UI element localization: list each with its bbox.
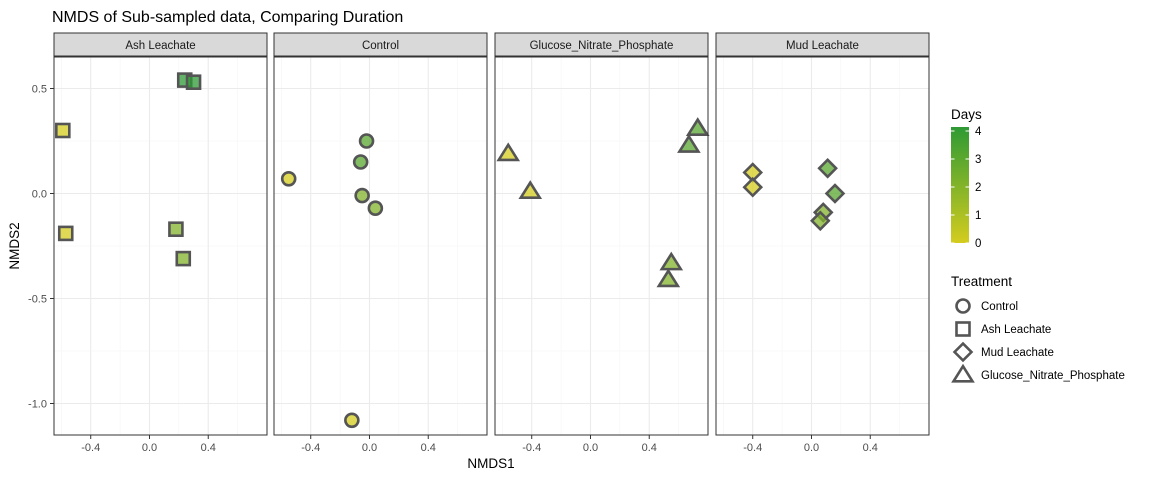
data-point (499, 145, 518, 160)
data-point (354, 156, 367, 169)
x-axis-title: NMDS1 (467, 456, 514, 471)
treatment-shape-legend: Treatment Control Ash Leachate Mud Leachate… (951, 274, 1125, 382)
data-point (688, 120, 707, 135)
facet-panel: Ash Leachate -0.4 0.0 0.4 (54, 33, 267, 454)
data-point (679, 136, 698, 151)
legend-entry-label: Control (981, 301, 1018, 313)
legend-key-diamond (955, 344, 972, 361)
legend-key-triangle (954, 366, 973, 381)
x-tick-label: -0.4 (743, 442, 762, 454)
data-point (819, 160, 836, 177)
colorbar-tick-label: 2 (975, 182, 981, 194)
data-point (187, 76, 200, 89)
x-tick-label: 0.0 (142, 442, 157, 454)
facet-strip-label: Ash Leachate (125, 40, 195, 52)
y-tick-label: 0.0 (32, 189, 47, 201)
gridlines (495, 57, 708, 435)
x-tick-label: 0.0 (362, 442, 377, 454)
gridlines (716, 57, 929, 435)
data-point (177, 252, 190, 265)
data-point (356, 189, 369, 202)
facet-strip-label: Control (362, 40, 399, 52)
days-color-legend: Days 4 3 2 1 0 (951, 107, 982, 250)
x-tick-label: 0.4 (863, 442, 878, 454)
legend-key-circle (957, 300, 970, 313)
data-point (169, 223, 182, 236)
x-tick-label: -0.4 (301, 442, 320, 454)
facet-strip-label: Mud Leachate (786, 40, 859, 52)
days-colorbar (951, 127, 969, 243)
treatment-legend-title: Treatment (951, 274, 1012, 289)
data-point (369, 202, 382, 215)
y-tick-label: -0.5 (28, 294, 47, 306)
legend-entry-label: Glucose_Nitrate_Phosphate (981, 370, 1125, 382)
data-point (56, 124, 69, 137)
legend-key-square (957, 323, 970, 336)
gridlines (54, 57, 267, 435)
x-tick-label: -0.4 (81, 442, 100, 454)
x-tick-label: 0.4 (421, 442, 436, 454)
y-axis-title: NMDS2 (7, 222, 22, 269)
x-tick-label: 0.4 (642, 442, 657, 454)
data-point (282, 172, 295, 185)
x-tick-label: -0.4 (522, 442, 541, 454)
data-point (662, 254, 681, 269)
colorbar-tick-label: 0 (975, 238, 981, 250)
data-point (521, 183, 540, 198)
data-point (59, 227, 72, 240)
legend-entry-label: Ash Leachate (981, 324, 1051, 336)
facet-panel: Control -0.4 0.0 0.4 (274, 33, 487, 454)
x-tick-label: 0.4 (201, 442, 216, 454)
colorbar-tick-label: 3 (975, 154, 981, 166)
gridlines (274, 57, 487, 435)
facet-panel: Glucose_Nitrate_Phosphate -0.4 0.0 0.4 (495, 33, 708, 454)
x-tick-label: 0.0 (804, 442, 819, 454)
legend-entry-label: Mud Leachate (981, 347, 1054, 359)
facet-strip-label: Glucose_Nitrate_Phosphate (530, 40, 674, 52)
facet-panel: Mud Leachate -0.4 0.0 0.4 (716, 33, 929, 454)
colorbar-tick-label: 4 (975, 126, 982, 138)
days-legend-title: Days (951, 107, 982, 122)
y-axis: 0.5 0.0 -0.5 -1.0 (28, 84, 54, 411)
data-point (345, 414, 358, 427)
chart-title: NMDS of Sub-sampled data, Comparing Dura… (52, 9, 403, 26)
colorbar-tick-label: 1 (975, 210, 981, 222)
x-tick-label: 0.0 (583, 442, 598, 454)
data-point (659, 271, 678, 286)
y-tick-label: -1.0 (28, 399, 47, 411)
y-tick-label: 0.5 (32, 84, 47, 96)
data-point (360, 135, 373, 148)
